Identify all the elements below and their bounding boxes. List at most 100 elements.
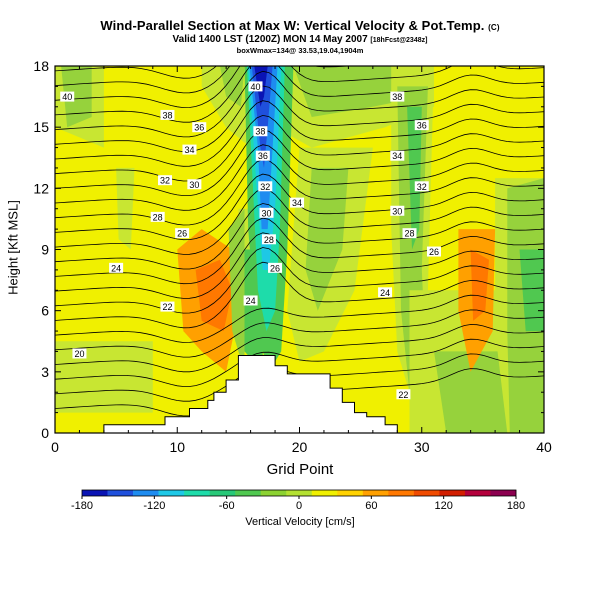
contour-label-bg [390, 150, 405, 161]
contour-label-bg [160, 109, 175, 120]
velocity-region [407, 106, 422, 250]
contour-label: 36 [192, 122, 207, 133]
contour-label-bg [72, 348, 87, 359]
colorbar-swatch [439, 490, 466, 496]
y-tick-label: 3 [41, 364, 49, 380]
isentrope-line [55, 66, 544, 109]
colorbar-swatch [337, 490, 364, 496]
colorbar-swatch [286, 490, 313, 496]
contour-label-bg [390, 91, 405, 102]
colorbar-swatch [413, 490, 440, 496]
contour-label-text: 38 [392, 92, 402, 102]
colorbar: -180 -120 -60 0 60 120 180 [71, 489, 525, 512]
y-tick-label: 18 [33, 58, 49, 74]
isentrope-line [55, 338, 544, 387]
isentrope-line [55, 217, 544, 285]
isentrope-line [55, 56, 544, 64]
contour-label-text: 22 [162, 302, 172, 312]
colorbar-tick-label: 180 [507, 500, 525, 512]
contour-label-text: 24 [111, 263, 121, 273]
velocity-region [228, 208, 245, 372]
contour-label-text: 32 [260, 182, 270, 192]
contour-label: 20 [72, 348, 87, 359]
contour-label-text: 32 [417, 182, 427, 192]
colorbar-swatch [82, 490, 108, 496]
subtitle-note: [18hFcst@2348z] [370, 37, 428, 44]
contour-label-bg [253, 126, 268, 137]
contour-label-text: 40 [62, 92, 72, 102]
contour-label-bg [290, 197, 305, 208]
contour-label: 24 [243, 295, 258, 306]
chart-title: Wind-Parallel Section at Max W: Vertical… [100, 18, 500, 33]
contour-label: 36 [255, 150, 270, 161]
contour-label-text: 34 [184, 145, 194, 155]
contour-label: 28 [150, 211, 165, 222]
colorbar-swatch [184, 490, 210, 496]
isentrope-line [55, 85, 544, 153]
contour-label-bg [255, 150, 270, 161]
y-axis-label: Height [Kft MSL] [5, 200, 21, 295]
colorbar-tick-label: 120 [434, 500, 452, 512]
chart-subtitle: Valid 1400 LST (1200Z) MON 14 May 2007 [… [172, 34, 428, 45]
colorbar-swatch [260, 490, 287, 496]
velocity-region [305, 167, 349, 311]
colorbar-swatch [490, 490, 517, 496]
y-tick-label: 6 [41, 303, 49, 319]
isentrope-line [55, 261, 544, 329]
contour-label: 28 [402, 228, 417, 239]
contour-label-bg [402, 228, 417, 239]
terrain-profile [55, 355, 544, 433]
contour-label: 22 [160, 301, 175, 312]
contour-label-text: 38 [162, 110, 172, 120]
x-tick-label: 0 [51, 439, 59, 455]
contour-label-bg [396, 389, 411, 400]
contour-label-bg [258, 181, 273, 192]
isentrope-line [55, 129, 544, 197]
contour-label-bg [378, 287, 393, 298]
contour-label: 32 [258, 181, 273, 192]
contour-label-bg [60, 91, 75, 102]
contour-label-text: 28 [264, 235, 274, 245]
contour-label-bg [259, 207, 274, 218]
contour-label-text: 36 [417, 121, 427, 131]
title-mark: (C) [488, 23, 500, 32]
colorbar-swatch [311, 490, 338, 496]
y-tick-label: 15 [33, 119, 49, 135]
contour-label: 38 [390, 91, 405, 102]
y-tick-label: 0 [41, 425, 49, 441]
contour-label-text: 26 [429, 247, 439, 257]
contour-label-text: 26 [270, 263, 280, 273]
contour-label-text: 40 [250, 82, 260, 92]
colorbar-swatch [362, 490, 389, 496]
contour-label-text: 38 [255, 127, 265, 137]
isentrope-line [55, 188, 544, 255]
x-tick-label: 30 [414, 439, 430, 455]
velocity-region [195, 259, 233, 332]
chart-info-line: boxWmax=134@ 33.53,19.04,1904m [236, 46, 364, 55]
isentrope-line [55, 66, 355, 94]
contour-label-text: 34 [292, 198, 302, 208]
isentrope-line [55, 144, 544, 211]
contour-label-text: 20 [74, 349, 84, 359]
contour-label-bg [109, 262, 124, 273]
contour-label-bg [158, 175, 173, 186]
velocity-region [220, 66, 245, 107]
isentrope-line [55, 158, 544, 226]
contour-label-bg [192, 122, 207, 133]
contour-label-text: 32 [160, 176, 170, 186]
contour-label: 40 [248, 81, 263, 92]
contour-label: 28 [261, 234, 276, 245]
velocity-region [519, 249, 544, 332]
contour-label-bg [182, 144, 197, 155]
contour-label-text: 24 [246, 296, 256, 306]
contour-label: 30 [187, 179, 202, 190]
colorbar-swatch [158, 490, 185, 496]
velocity-region [293, 66, 422, 117]
contour-label: 34 [390, 150, 405, 161]
contour-label: 32 [414, 181, 429, 192]
isentrope-line [55, 114, 544, 182]
contour-label-bg [187, 179, 202, 190]
contour-label: 34 [182, 144, 197, 155]
isentrope-line [55, 100, 544, 167]
